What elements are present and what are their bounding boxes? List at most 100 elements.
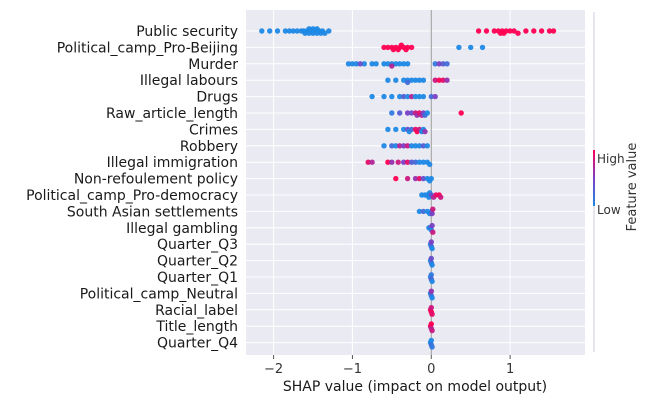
- plot-background: [246, 10, 585, 355]
- shap-point: [429, 311, 435, 317]
- shap-point: [381, 44, 387, 51]
- shap-point: [429, 245, 435, 252]
- shap-point: [389, 143, 395, 149]
- x-axis-title: SHAP value (impact on model output): [283, 379, 547, 395]
- shap-point: [290, 28, 296, 34]
- colorbar-title: Feature value: [625, 143, 640, 232]
- shap-point: [397, 61, 403, 67]
- shap-point: [393, 175, 399, 182]
- shap-point: [404, 143, 411, 149]
- shap-point: [424, 110, 430, 116]
- x-tick-label: −1: [343, 362, 362, 377]
- shap-point: [322, 30, 328, 36]
- shap-point: [420, 143, 427, 149]
- shap-point: [389, 159, 395, 165]
- feature-label: Quarter_Q4: [157, 336, 238, 352]
- shap-point: [397, 110, 403, 116]
- shap-point: [432, 61, 438, 67]
- shap-point: [440, 77, 446, 83]
- shap-point: [420, 175, 427, 182]
- shap-point: [412, 143, 419, 149]
- shap-point: [483, 28, 490, 34]
- x-axis-ticks: −2 −1 0 1: [264, 355, 514, 377]
- feature-label: Political_camp_Pro-democracy: [26, 188, 238, 204]
- shap-point: [507, 28, 513, 34]
- shap-point: [294, 28, 300, 34]
- shap-point: [430, 206, 436, 212]
- colorbar-gradient: [593, 150, 595, 206]
- shap-point: [416, 77, 423, 83]
- shap-point: [310, 26, 316, 32]
- shap-point: [515, 30, 521, 36]
- shap-point: [286, 28, 293, 34]
- shap-point: [404, 110, 411, 116]
- shap-point: [429, 262, 435, 268]
- shap-point: [302, 30, 308, 36]
- shap-point: [436, 77, 442, 83]
- shap-point: [429, 222, 435, 229]
- shap-point: [428, 93, 434, 100]
- shap-point: [432, 93, 438, 100]
- shap-point: [438, 194, 444, 200]
- shap-point: [428, 288, 434, 294]
- shap-point: [369, 93, 375, 100]
- shap-point: [267, 28, 273, 34]
- shap-point: [546, 28, 553, 34]
- shap-point: [306, 26, 312, 32]
- shap-point: [511, 28, 517, 34]
- feature-label: Title_length: [155, 319, 238, 335]
- shap-point: [404, 175, 411, 182]
- shap-point: [416, 159, 423, 165]
- shap-point: [404, 61, 411, 67]
- shap-point: [282, 28, 289, 34]
- shap-point: [475, 28, 482, 34]
- shap-point: [501, 30, 507, 36]
- shap-point: [428, 255, 434, 262]
- shap-point: [429, 278, 435, 285]
- shap-point: [408, 93, 415, 100]
- shap-point: [428, 304, 434, 311]
- shap-point: [420, 77, 427, 83]
- feature-label: Raw_article_length: [106, 106, 238, 122]
- shap-point: [398, 42, 404, 48]
- shap-point: [468, 44, 474, 51]
- shap-point: [430, 229, 436, 235]
- shap-point: [385, 77, 391, 83]
- feature-label: Quarter_Q3: [157, 237, 238, 253]
- shap-point: [393, 61, 399, 67]
- feature-label: Illegal gambling: [126, 221, 238, 237]
- shap-point: [444, 77, 450, 83]
- shap-point: [408, 159, 415, 165]
- shap-point: [395, 46, 401, 53]
- shap-point: [428, 272, 434, 278]
- shap-point: [416, 143, 423, 149]
- shap-point: [429, 344, 435, 350]
- shap-point: [422, 128, 428, 135]
- shap-point: [429, 210, 435, 217]
- feature-label: South Asian settlements: [67, 204, 238, 220]
- shap-point: [385, 126, 391, 133]
- feature-labels: Public securityPolitical_camp_Pro-Beijin…: [26, 24, 238, 352]
- shap-point: [381, 93, 387, 100]
- shap-point: [428, 321, 434, 327]
- x-tick-label: 0: [427, 362, 435, 377]
- shap-point: [259, 28, 265, 34]
- feature-label: Quarter_Q1: [157, 270, 238, 286]
- shap-point: [428, 337, 434, 344]
- feature-label: Robbery: [180, 139, 238, 155]
- shap-point: [416, 208, 423, 215]
- shap-point: [389, 110, 395, 116]
- feature-label: Public security: [136, 24, 238, 40]
- shap-point: [274, 28, 281, 34]
- shap-point: [389, 63, 395, 69]
- shap-point: [456, 44, 462, 51]
- shap-point: [412, 175, 419, 182]
- shap-point: [397, 93, 403, 100]
- shap-point: [403, 46, 409, 53]
- data-points: [259, 26, 557, 350]
- shap-point: [523, 28, 529, 34]
- feature-label: Non-refoulement policy: [74, 172, 238, 188]
- shap-point: [416, 175, 423, 182]
- shap-point: [408, 77, 415, 83]
